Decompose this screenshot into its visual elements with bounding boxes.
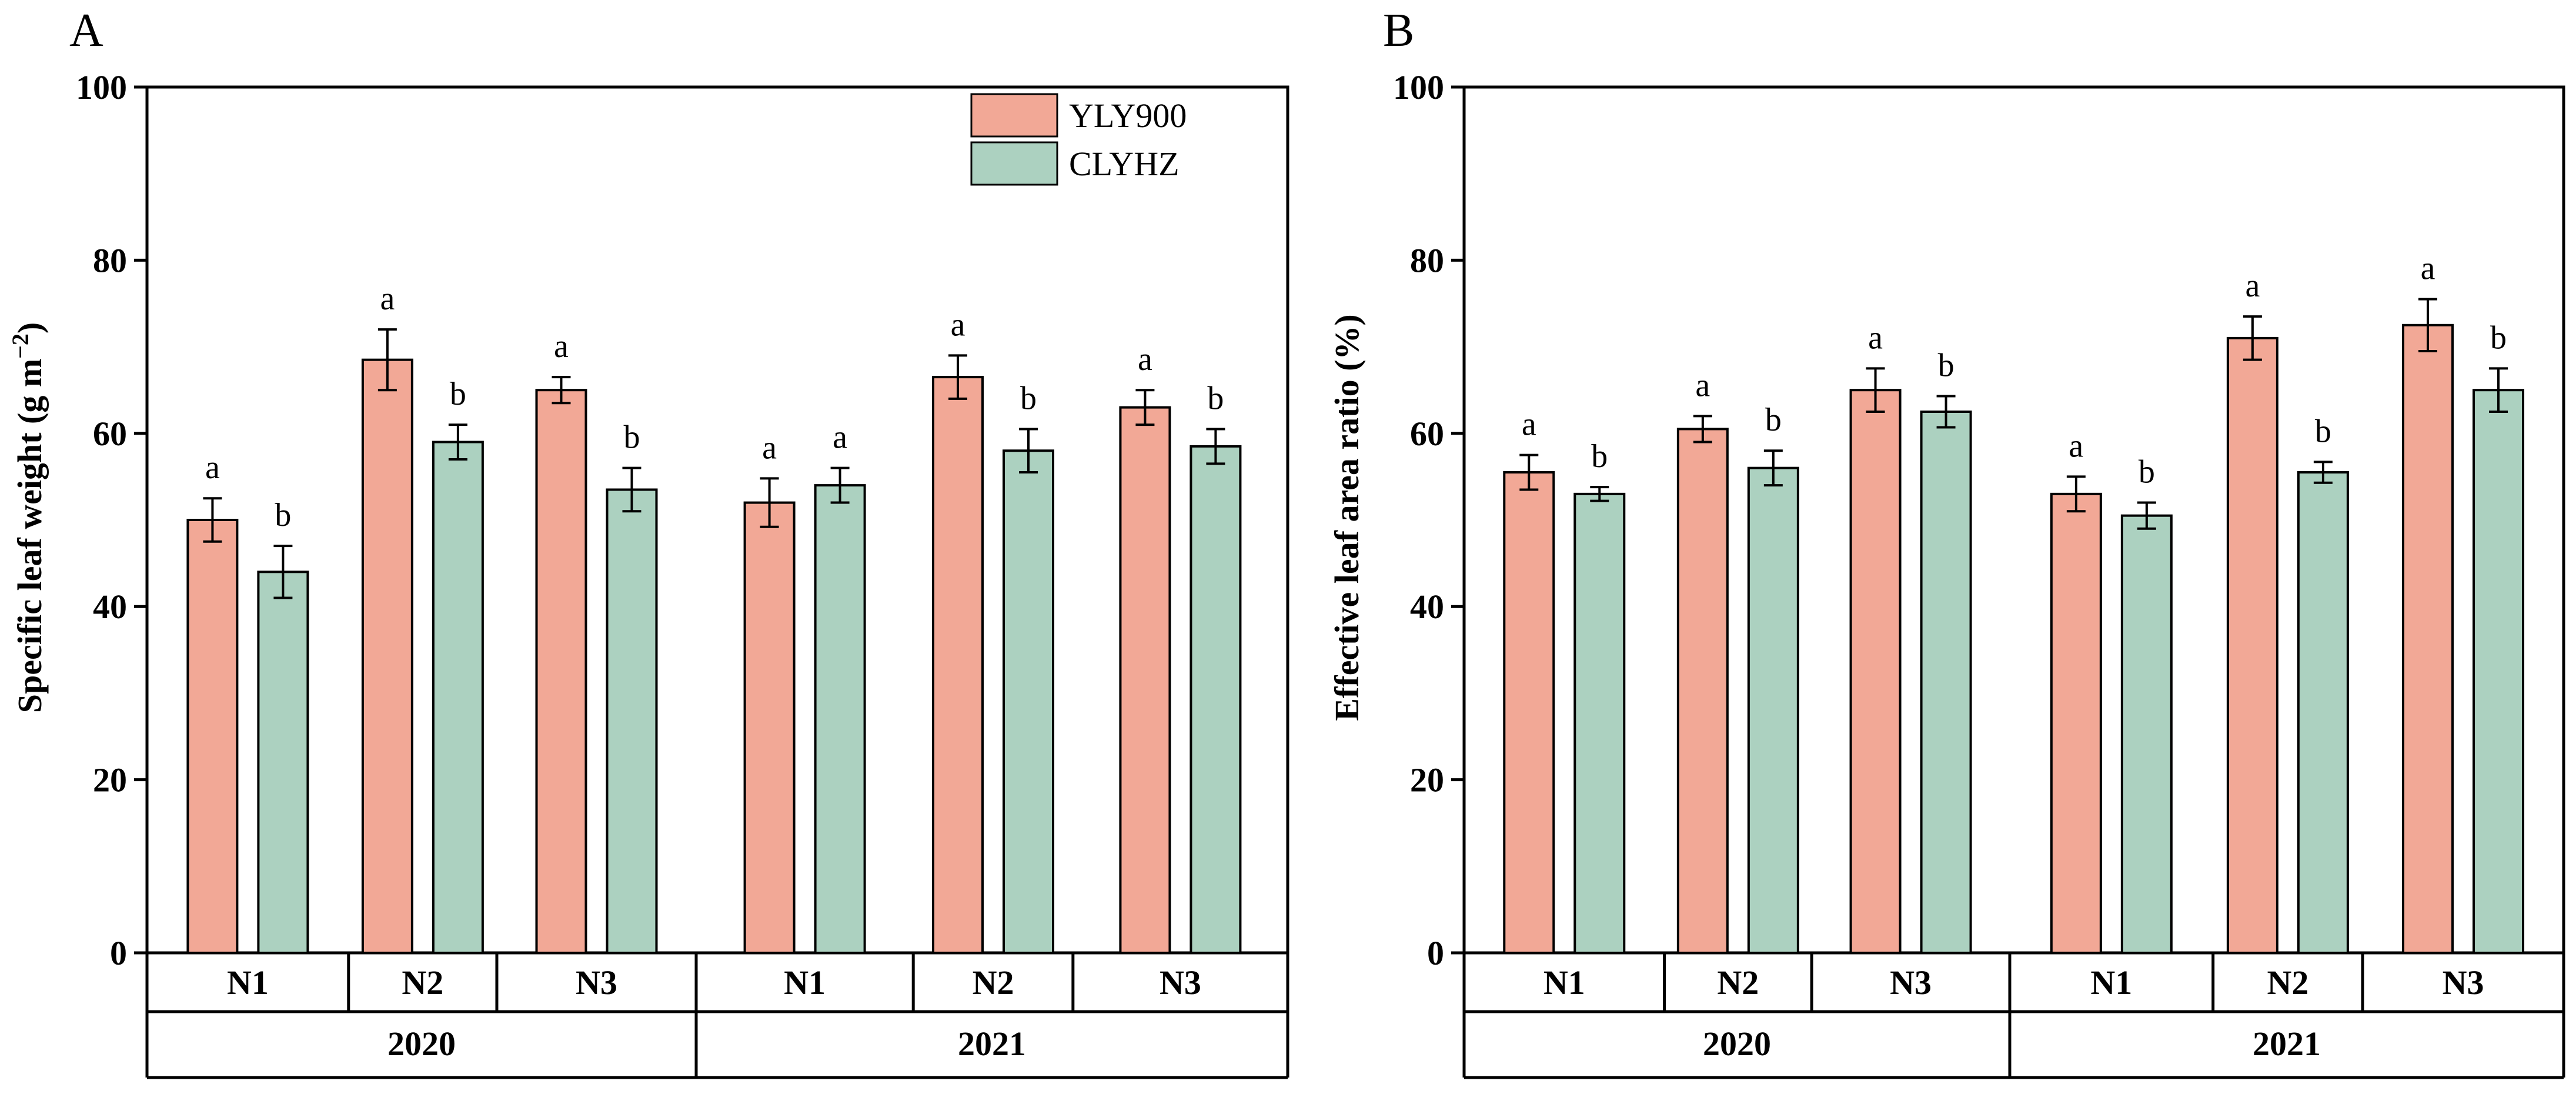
panel-a-significance-letter: a <box>554 328 569 365</box>
panel-b-bar-yly900 <box>2402 323 2454 954</box>
panel-b-significance-letter: b <box>1591 438 1608 475</box>
panel-b-n-label: N3 <box>1890 963 1932 1002</box>
panel-a-n-label: N1 <box>227 963 269 1002</box>
panel-a-significance-letter: a <box>762 429 777 466</box>
panel-b-bar-clyhz <box>2120 514 2173 954</box>
panel-a-year-label: 2021 <box>958 1025 1026 1063</box>
panel-b-significance-letter: b <box>1938 348 1954 384</box>
panel-a-bar-clyhz <box>1190 445 1242 954</box>
panel-b-significance-letter: a <box>1868 319 1883 356</box>
panel-b-significance-letter: a <box>2421 251 2435 287</box>
panel-a-n-label: N2 <box>973 963 1014 1002</box>
panel-a: A Specific leaf weight (g m−2) 0 20 40 60 80… <box>7 5 1289 1079</box>
panel-b: B Effective leaf area ratio (%) 0 20 40 60 8… <box>1328 5 2565 1079</box>
panel-b-y-tick-label: 40 <box>1410 588 1444 626</box>
panel-a-n-label: N3 <box>576 963 617 1002</box>
panel-a-significance-letter: b <box>450 376 466 412</box>
panel-a-bar-clyhz <box>606 488 658 954</box>
panel-b-significance-letter: b <box>2139 454 2155 491</box>
panel-a-y-tick-label: 80 <box>93 241 127 279</box>
panel-a-bar-yly900 <box>1119 406 1171 954</box>
panel-b-bar-clyhz <box>1747 466 1799 954</box>
panel-a-bar-yly900 <box>743 501 796 954</box>
panel-b-significance-letter: a <box>2245 268 2260 304</box>
panel-b-bar-yly900 <box>1503 471 1555 954</box>
panel-a-significance-letter: b <box>275 497 291 533</box>
panel-a-significance-letter: b <box>1020 380 1037 416</box>
panel-a-label: A <box>69 5 103 56</box>
panel-b-significance-letter: b <box>2490 319 2507 356</box>
panel-a-y-tick-label: 40 <box>93 588 127 626</box>
panel-b-y-axis-title: Effective leaf area ratio (%) <box>1328 314 1366 721</box>
panel-a-plot-frame <box>145 85 1289 953</box>
panel-a-n-label: N2 <box>402 963 443 1002</box>
panel-b-n-label: N1 <box>1543 963 1585 1002</box>
panel-b-y-tick-label: 0 <box>1427 934 1444 972</box>
panel-b-bar-yly900 <box>1849 389 1902 954</box>
legend-swatch-clyhz <box>970 141 1058 186</box>
panel-b-significance-letter: a <box>2069 428 2083 464</box>
panel-b-y-tick-label: 20 <box>1410 761 1444 799</box>
panel-a-y-tick-label: 100 <box>76 68 127 106</box>
panel-b-bar-yly900 <box>2050 492 2102 954</box>
panel-a-y-axis-title: Specific leaf weight (g m−2) <box>7 322 49 713</box>
panel-a-bar-clyhz <box>432 441 484 954</box>
panel-a-bar-clyhz <box>1003 449 1055 954</box>
panel-a-bar-yly900 <box>186 519 239 954</box>
panel-a-significance-letter: a <box>833 419 847 456</box>
panel-b-n-label: N1 <box>2090 963 2132 1002</box>
panel-a-significance-letter: a <box>380 281 395 317</box>
panel-a-year-label: 2020 <box>387 1025 456 1063</box>
panel-b-n-label: N3 <box>2443 963 2484 1002</box>
panel-b-significance-letter: a <box>1695 367 1710 403</box>
panel-b-n-label: N2 <box>2267 963 2308 1002</box>
panel-a-significance-letter: b <box>1207 380 1224 416</box>
panel-b-bar-clyhz <box>2297 471 2349 954</box>
panel-b-year-label: 2020 <box>1703 1025 1771 1063</box>
panel-b-y-tick-label: 80 <box>1410 241 1444 279</box>
panel-a-bar-clyhz <box>257 571 309 954</box>
panel-b-label: B <box>1383 5 1414 56</box>
panel-a-y-tick-label: 0 <box>110 934 127 972</box>
panel-b-y-tick-label: 100 <box>1393 68 1444 106</box>
panel-a-bar-clyhz <box>814 484 866 954</box>
panel-a-significance-letter: b <box>623 419 640 456</box>
panel-a-bar-yly900 <box>361 358 413 954</box>
panel-a-bar-yly900 <box>932 376 984 954</box>
panel-b-bar-clyhz <box>1573 492 1626 954</box>
panel-a-n-label: N3 <box>1160 963 1201 1002</box>
legend-label-clyhz: CLYHZ <box>1069 145 1180 183</box>
panel-a-y-tick-label: 20 <box>93 761 127 799</box>
panel-b-year-label: 2021 <box>2253 1025 2321 1063</box>
panel-a-significance-letter: a <box>1138 341 1152 378</box>
panel-b-bar-clyhz <box>1920 411 1972 954</box>
legend-swatch-yly900 <box>970 93 1058 138</box>
panel-b-y-tick-label: 60 <box>1410 415 1444 453</box>
panel-a-y-tick-label: 60 <box>93 415 127 453</box>
panel-a-n-label: N1 <box>784 963 826 1002</box>
panel-b-significance-letter: b <box>1765 402 1782 438</box>
panel-a-significance-letter: a <box>951 306 965 343</box>
panel-b-significance-letter: b <box>2315 413 2331 449</box>
panel-b-bar-yly900 <box>1676 428 1729 954</box>
legend-label-yly900: YLY900 <box>1069 96 1187 135</box>
panel-a-significance-letter: a <box>205 449 220 486</box>
panel-a-bar-yly900 <box>535 389 587 954</box>
panel-b-plot-frame <box>1462 85 2565 953</box>
panel-b-bar-yly900 <box>2226 336 2278 954</box>
panel-b-significance-letter: a <box>1522 406 1536 443</box>
panel-b-bar-clyhz <box>2473 389 2525 954</box>
panel-b-n-label: N2 <box>1717 963 1759 1002</box>
